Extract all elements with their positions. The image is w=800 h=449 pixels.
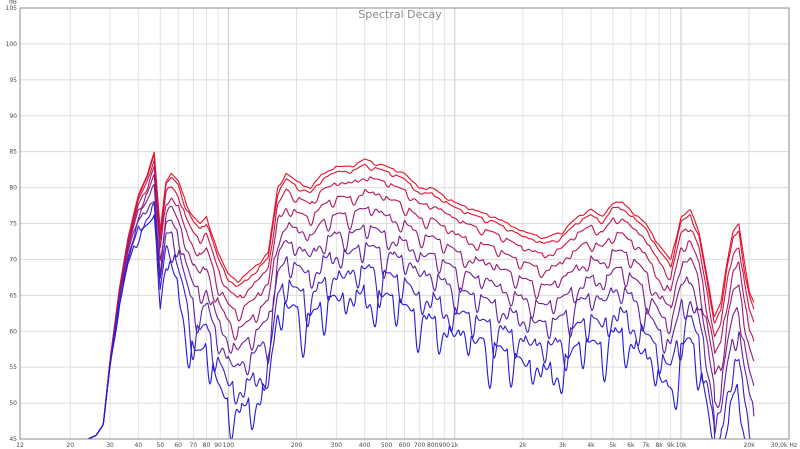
x-tick-label: 20k xyxy=(744,442,756,449)
y-tick-label: 80 xyxy=(9,185,17,192)
decay-series-line xyxy=(75,151,755,440)
x-tick-label: 30,0k Hz xyxy=(771,442,797,449)
y-tick-label: 50 xyxy=(9,400,17,407)
x-tick-label: 10k xyxy=(675,442,687,449)
y-tick-label: 105 xyxy=(6,5,18,12)
y-tick-label: 90 xyxy=(9,113,17,120)
x-tick-label: 5k xyxy=(609,442,617,449)
x-tick-label: 7k xyxy=(642,442,650,449)
x-tick-label: 300 xyxy=(331,442,343,449)
x-tick-label: 9k xyxy=(667,442,675,449)
x-tick-label: 40 xyxy=(135,442,143,449)
x-tick-label: 900 xyxy=(439,442,451,449)
y-unit-label: dB xyxy=(9,0,17,6)
decay-series-line xyxy=(75,173,755,440)
x-tick-label: 3k xyxy=(559,442,567,449)
decay-series-line xyxy=(75,159,755,440)
x-tick-label: 6k xyxy=(627,442,635,449)
x-tick-label: 600 xyxy=(399,442,411,449)
x-tick-label: 20 xyxy=(66,442,74,449)
series-group xyxy=(75,151,755,440)
x-tick-label: 2k xyxy=(519,442,527,449)
x-tick-label: 60 xyxy=(174,442,182,449)
x-tick-label: 70 xyxy=(190,442,198,449)
x-tick-label: 700 xyxy=(414,442,426,449)
decay-series-line xyxy=(75,203,754,440)
y-tick-label: 70 xyxy=(9,256,17,263)
x-tick-label: 80 xyxy=(203,442,211,449)
x-tick-label: 90 xyxy=(214,442,222,449)
x-tick-label: 12 xyxy=(16,442,24,449)
x-tick-labels: 12 20 30 40 50 60 70 80 90 100 200 300 400 500 600 700 8… xyxy=(16,442,797,449)
y-tick-label: 65 xyxy=(9,292,17,299)
x-tick-label: 4k xyxy=(587,442,595,449)
x-tick-label: 1k xyxy=(451,442,459,449)
x-tick-label: 200 xyxy=(291,442,303,449)
x-tick-label: 400 xyxy=(359,442,371,449)
decay-series-line xyxy=(75,184,755,440)
y-tick-label: 95 xyxy=(9,77,17,84)
x-tick-label: 8k xyxy=(655,442,663,449)
decay-series-line xyxy=(75,214,754,440)
x-tick-label: 800 xyxy=(427,442,439,449)
x-tick-label: 100 xyxy=(223,442,235,449)
y-tick-label: 55 xyxy=(9,364,17,371)
y-tick-label: 45 xyxy=(9,436,17,443)
decay-series-line xyxy=(75,200,755,440)
y-tick-label: 100 xyxy=(6,41,18,48)
x-tick-label: 30 xyxy=(106,442,114,449)
decay-series-line xyxy=(75,154,755,440)
chart-title: Spectral Decay xyxy=(358,8,442,21)
y-tick-labels: 45 50 55 60 65 70 75 80 85 90 95 100 105 xyxy=(6,5,18,443)
decay-series-line xyxy=(75,165,755,440)
x-tick-label: 50 xyxy=(156,442,164,449)
y-tick-label: 60 xyxy=(9,328,17,335)
plot-frame xyxy=(19,7,790,440)
y-tick-label: 75 xyxy=(9,221,17,228)
y-tick-label: 85 xyxy=(9,149,17,156)
x-tick-label: 500 xyxy=(381,442,393,449)
